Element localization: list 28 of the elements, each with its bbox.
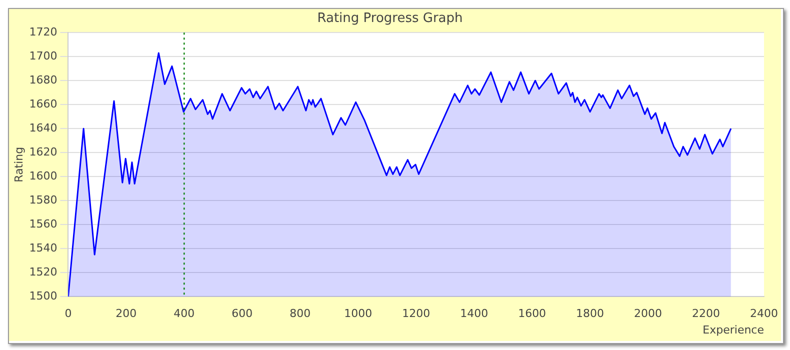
x-tick-label: 0 xyxy=(64,307,72,320)
x-tick-label: 1200 xyxy=(402,307,430,320)
y-tick-label: 1680 xyxy=(29,73,58,86)
y-axis-title: Rating xyxy=(12,146,26,182)
y-tick-label: 1580 xyxy=(29,193,58,206)
chart-title: Rating Progress Graph xyxy=(317,11,463,26)
y-tick-label: 1700 xyxy=(29,49,58,62)
y-tick-label: 1640 xyxy=(29,121,58,134)
y-tick-label: 1720 xyxy=(29,25,58,38)
y-tick-label: 1620 xyxy=(29,145,58,158)
y-tick-label: 1660 xyxy=(29,97,58,110)
x-tick-label: 1800 xyxy=(576,307,604,320)
x-tick-label: 1600 xyxy=(518,307,546,320)
x-tick-label: 2200 xyxy=(692,307,720,320)
x-tick-label: 2400 xyxy=(750,307,778,320)
y-tick-label: 1520 xyxy=(29,265,58,278)
x-tick-label: 200 xyxy=(116,307,137,320)
y-tick-label: 1600 xyxy=(29,169,58,182)
x-tick-label: 600 xyxy=(232,307,253,320)
x-tick-label: 1000 xyxy=(344,307,372,320)
y-tick-label: 1500 xyxy=(29,289,58,302)
x-tick-label: 400 xyxy=(174,307,195,320)
y-tick-label: 1560 xyxy=(29,217,58,230)
x-axis-title: Experience xyxy=(702,323,764,336)
y-tick-label: 1540 xyxy=(29,241,58,254)
x-tick-label: 800 xyxy=(290,307,311,320)
x-tick-label: 2000 xyxy=(634,307,662,320)
x-tick-label: 1400 xyxy=(460,307,488,320)
